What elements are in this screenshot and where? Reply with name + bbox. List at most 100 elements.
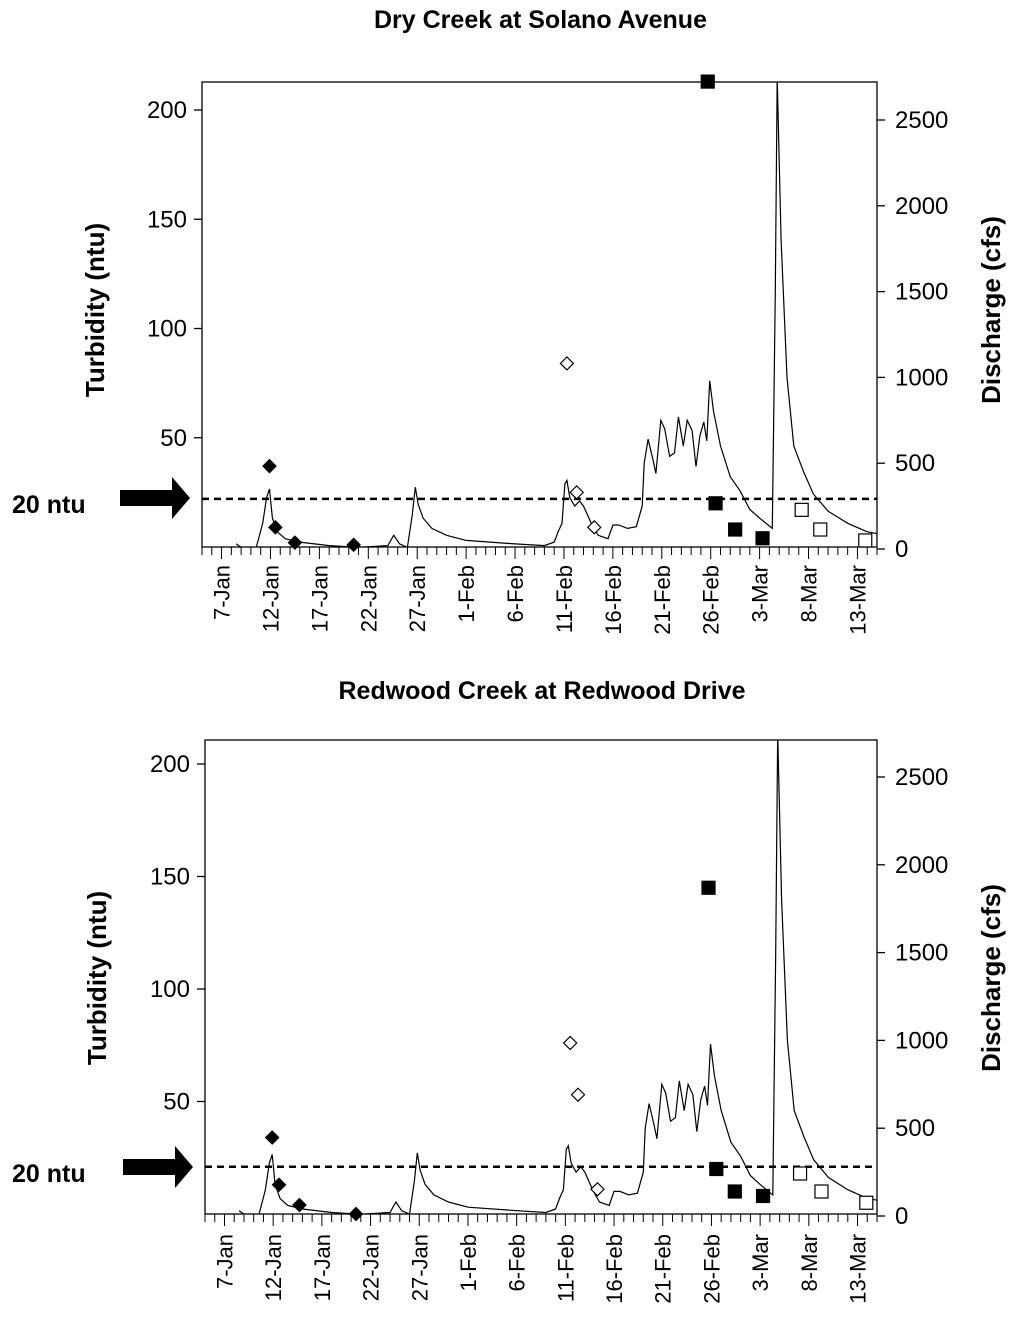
- data-point-square-open: [813, 522, 828, 537]
- y2-axis-label: Discharge (cfs): [976, 884, 1006, 1072]
- discharge-line: [235, 82, 877, 547]
- x-tick-label: 1-Feb: [454, 565, 479, 622]
- series-square-filled: [701, 880, 771, 1204]
- data-point-square-filled: [755, 1188, 771, 1204]
- data-point-diamond-filled: [271, 1177, 287, 1193]
- data-point-diamond-open: [559, 356, 575, 371]
- x-tick-label: 7-Jan: [210, 565, 235, 620]
- x-tick-label: 27-Jan: [405, 565, 430, 632]
- y-axis-label: Turbidity (ntu): [82, 891, 112, 1065]
- series-square-open: [792, 1166, 874, 1210]
- data-point-square-open: [858, 533, 873, 548]
- x-tick-label: 1-Feb: [456, 1234, 481, 1291]
- x-tick-label: 13-Mar: [846, 1234, 871, 1304]
- x-tick-label: 6-Feb: [503, 565, 528, 622]
- chart-title: Dry Creek at Solano Avenue: [374, 6, 707, 34]
- x-tick-label: 17-Jan: [307, 565, 332, 632]
- y2-tick-label: 2000: [895, 852, 948, 879]
- x-tick-label: 22-Jan: [356, 565, 381, 632]
- plot-frame: [204, 739, 878, 1215]
- x-tick-label: 8-Mar: [797, 565, 822, 622]
- data-point-diamond-filled: [262, 458, 277, 474]
- data-point-diamond-open: [562, 1035, 578, 1051]
- y2-tick-label: 1000: [895, 1027, 948, 1054]
- x-tick-label: 21-Feb: [651, 1234, 676, 1304]
- x-tick-label: 22-Jan: [359, 1234, 384, 1301]
- y-tick-label: 100: [147, 316, 187, 343]
- series-diamond-open: [562, 1035, 605, 1197]
- data-point-diamond-open: [586, 519, 602, 535]
- x-tick-label: 3-Mar: [748, 1234, 773, 1291]
- y-tick-label: 100: [150, 976, 190, 1003]
- y2-tick-label: 2500: [895, 764, 948, 791]
- x-tick-label: 26-Feb: [699, 1234, 724, 1304]
- data-point-diamond-filled: [268, 519, 283, 535]
- data-point-square-filled: [727, 1184, 742, 1199]
- y-tick-label: 150: [147, 206, 187, 233]
- x-tick-label: 7-Jan: [212, 1234, 237, 1289]
- series-square-filled: [700, 74, 770, 546]
- series-diamond-open: [559, 356, 602, 535]
- threshold-arrow-icon: [120, 477, 190, 519]
- y2-tick-label: 0: [895, 1203, 908, 1230]
- data-point-square-filled: [755, 531, 770, 546]
- data-point-diamond-filled: [264, 1130, 280, 1145]
- y2-tick-label: 1000: [895, 364, 948, 391]
- data-point-diamond-filled: [287, 535, 303, 550]
- threshold-label: 20 ntu: [12, 491, 86, 519]
- data-point-diamond-open: [590, 1181, 605, 1197]
- y-axis-label: Turbidity (ntu): [80, 223, 110, 397]
- data-point-square-filled: [701, 880, 716, 895]
- y2-tick-label: 1500: [895, 279, 948, 306]
- x-tick-label: 8-Mar: [797, 1234, 822, 1291]
- y2-axis-label: Discharge (cfs): [976, 216, 1006, 404]
- y2-tick-label: 2000: [895, 193, 948, 220]
- x-tick-label: 3-Mar: [748, 565, 773, 622]
- data-point-diamond-open: [570, 1087, 586, 1103]
- x-tick-label: 13-Mar: [845, 565, 870, 635]
- chart-panel-2: Redwood Creek at Redwood Drive 50 100 150 20…: [12, 677, 1006, 1304]
- data-point-square-open: [814, 1184, 829, 1199]
- x-tick-label: 27-Jan: [407, 1234, 432, 1301]
- data-point-square-open: [859, 1195, 874, 1210]
- data-point-diamond-filled: [346, 537, 361, 553]
- chart-title: Redwood Creek at Redwood Drive: [338, 677, 745, 705]
- x-tick-label: 12-Jan: [261, 1234, 286, 1301]
- x-tick-label: 26-Feb: [699, 565, 724, 635]
- y-tick-label: 50: [160, 425, 187, 452]
- y2-tick-label: 2500: [895, 107, 948, 134]
- threshold-arrow-icon: [123, 1146, 193, 1188]
- plot-frame: [201, 81, 878, 548]
- data-point-diamond-open: [569, 485, 585, 500]
- x-tick-label: 11-Feb: [553, 1234, 578, 1302]
- x-tick-label: 21-Feb: [650, 565, 675, 635]
- y2-tick-label: 500: [895, 1115, 935, 1142]
- data-point-diamond-filled: [292, 1197, 307, 1213]
- series-diamond-filled: [264, 1130, 364, 1222]
- x-tick-label: 16-Feb: [601, 565, 626, 635]
- x-tick-label: 16-Feb: [602, 1234, 627, 1304]
- x-tick-label: 12-Jan: [258, 565, 283, 632]
- threshold-label: 20 ntu: [12, 1160, 86, 1188]
- y-tick-label: 150: [150, 864, 190, 891]
- x-tick-label: 11-Feb: [552, 565, 577, 633]
- y2-tick-label: 0: [895, 536, 908, 563]
- y-tick-label: 200: [147, 97, 187, 124]
- data-point-square-filled: [728, 522, 743, 537]
- data-point-square-open: [792, 1166, 808, 1181]
- series-diamond-filled: [262, 458, 361, 553]
- discharge-line: [238, 740, 877, 1214]
- chart-panel-1: Dry Creek at Solano Avenue50100150200050…: [12, 6, 1006, 635]
- x-tick-label: 6-Feb: [505, 1234, 530, 1291]
- y2-tick-label: 500: [895, 450, 935, 477]
- data-point-square-filled: [708, 496, 723, 511]
- data-point-square-open: [794, 502, 809, 517]
- data-point-square-filled: [709, 1161, 724, 1177]
- y-tick-label: 50: [163, 1089, 190, 1116]
- series-square-open: [794, 502, 873, 548]
- y2-tick-label: 1500: [895, 940, 948, 967]
- data-point-square-filled: [700, 74, 715, 89]
- data-point-diamond-filled: [348, 1206, 364, 1222]
- x-tick-label: 17-Jan: [310, 1234, 335, 1301]
